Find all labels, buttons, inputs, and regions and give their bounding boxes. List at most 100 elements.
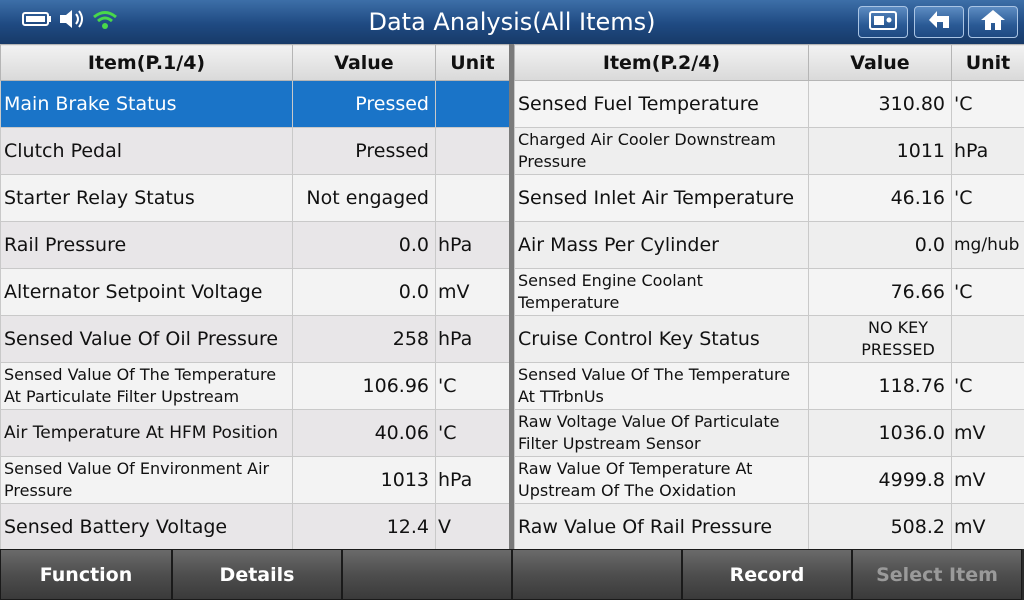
item-value: 40.06 (292, 409, 436, 457)
table-row[interactable]: Charged Air Cooler Downstream Pressure 1… (514, 127, 1024, 175)
table-row[interactable]: Sensed Value Of Oil Pressure 258 hPa (0, 315, 510, 363)
item-value: 0.0 (292, 221, 436, 269)
table-row[interactable]: Air Temperature At HFM Position 40.06 'C (0, 409, 510, 457)
item-unit: 'C (435, 409, 510, 457)
item-unit: mV (951, 456, 1024, 504)
item-unit: 'C (951, 362, 1024, 410)
item-unit (435, 127, 510, 175)
item-value: 508.2 (808, 503, 952, 551)
item-unit: mV (951, 503, 1024, 551)
item-name: Raw Value Of Temperature At Upstream Of … (514, 456, 809, 504)
item-name: Sensed Value Of The Temperature At Parti… (0, 362, 293, 410)
item-value: Pressed (292, 127, 436, 175)
item-name: Raw Value Of Rail Pressure (514, 503, 809, 551)
item-name: Sensed Engine Coolant Temperature (514, 268, 809, 316)
screenshot-button[interactable] (858, 6, 908, 38)
item-name: Sensed Battery Voltage (0, 503, 293, 551)
column-header-unit: Unit (951, 44, 1024, 81)
table-row[interactable]: Clutch Pedal Pressed (0, 127, 510, 175)
item-name: Sensed Value Of Environment Air Pressure (0, 456, 293, 504)
item-unit: V (435, 503, 510, 551)
column-header-item: Item(P.1/4) (0, 44, 293, 81)
status-icons (22, 9, 118, 33)
item-unit: mV (951, 409, 1024, 457)
table-row[interactable]: Sensed Fuel Temperature 310.80 'C (514, 80, 1024, 128)
wifi-icon (92, 8, 118, 34)
right-data-table: Item(P.2/4) Value Unit Sensed Fuel Tempe… (514, 44, 1024, 551)
left-data-table: Item(P.1/4) Value Unit Main Brake Status… (0, 44, 510, 551)
home-icon (979, 8, 1007, 36)
table-header-row: Item(P.2/4) Value Unit (514, 44, 1024, 81)
empty-button-1[interactable] (342, 549, 512, 600)
item-name: Sensed Value Of The Temperature At TTrbn… (514, 362, 809, 410)
item-name: Sensed Value Of Oil Pressure (0, 315, 293, 363)
table-row[interactable]: Main Brake Status Pressed (0, 80, 510, 128)
back-icon (925, 8, 953, 36)
item-name: Raw Voltage Value Of Particulate Filter … (514, 409, 809, 457)
item-unit (951, 315, 1024, 363)
item-unit: mg/hub (951, 221, 1024, 269)
table-row[interactable]: Rail Pressure 0.0 hPa (0, 221, 510, 269)
table-row[interactable]: Sensed Inlet Air Temperature 46.16 'C (514, 174, 1024, 222)
item-value: 0.0 (292, 268, 436, 316)
item-name: Starter Relay Status (0, 174, 293, 222)
screenshot-icon (868, 9, 898, 35)
item-unit: mV (435, 268, 510, 316)
table-row[interactable]: Air Mass Per Cylinder 0.0 mg/hub (514, 221, 1024, 269)
table-row[interactable]: Sensed Value Of Environment Air Pressure… (0, 456, 510, 504)
item-value: 4999.8 (808, 456, 952, 504)
table-row[interactable]: Sensed Value Of The Temperature At TTrbn… (514, 362, 1024, 410)
table-row[interactable]: Alternator Setpoint Voltage 0.0 mV (0, 268, 510, 316)
bottom-toolbar: Function Details Record Select Item (0, 549, 1024, 600)
item-name: Charged Air Cooler Downstream Pressure (514, 127, 809, 175)
column-header-item: Item(P.2/4) (514, 44, 809, 81)
item-unit: 'C (951, 174, 1024, 222)
right-data-panel: Item(P.2/4) Value Unit Sensed Fuel Tempe… (514, 44, 1024, 551)
item-value: 310.80 (808, 80, 952, 128)
table-row[interactable]: Cruise Control Key Status NO KEY PRESSED (514, 315, 1024, 363)
details-button[interactable]: Details (172, 549, 342, 600)
record-button[interactable]: Record (682, 549, 852, 600)
table-row[interactable]: Raw Value Of Rail Pressure 508.2 mV (514, 503, 1024, 551)
item-unit (435, 174, 510, 222)
item-value: 0.0 (808, 221, 952, 269)
empty-button-2[interactable] (512, 549, 682, 600)
item-unit: hPa (435, 315, 510, 363)
item-value: 12.4 (292, 503, 436, 551)
item-name: Air Mass Per Cylinder (514, 221, 809, 269)
column-header-value: Value (292, 44, 436, 81)
function-button[interactable]: Function (0, 549, 172, 600)
item-value: 118.76 (808, 362, 952, 410)
item-value: NO KEY PRESSED (808, 315, 952, 363)
item-value: 1036.0 (808, 409, 952, 457)
item-name: Sensed Fuel Temperature (514, 80, 809, 128)
select-item-button[interactable]: Select Item (852, 549, 1022, 600)
table-row[interactable]: Sensed Value Of The Temperature At Parti… (0, 362, 510, 410)
item-value: 46.16 (808, 174, 952, 222)
item-name: Clutch Pedal (0, 127, 293, 175)
table-row[interactable]: Raw Value Of Temperature At Upstream Of … (514, 456, 1024, 504)
panel-divider (509, 44, 514, 549)
table-row[interactable]: Sensed Battery Voltage 12.4 V (0, 503, 510, 551)
item-unit: 'C (435, 362, 510, 410)
item-value: Not engaged (292, 174, 436, 222)
table-row[interactable]: Raw Voltage Value Of Particulate Filter … (514, 409, 1024, 457)
item-name: Rail Pressure (0, 221, 293, 269)
table-header-row: Item(P.1/4) Value Unit (0, 44, 510, 81)
battery-icon (22, 11, 52, 31)
column-header-value: Value (808, 44, 952, 81)
item-value: 1011 (808, 127, 952, 175)
back-button[interactable] (914, 6, 964, 38)
item-name: Alternator Setpoint Voltage (0, 268, 293, 316)
item-value: 106.96 (292, 362, 436, 410)
item-value: Pressed (292, 80, 436, 128)
title-bar: Data Analysis(All Items) (0, 0, 1024, 45)
table-row[interactable]: Starter Relay Status Not engaged (0, 174, 510, 222)
page-title: Data Analysis(All Items) (368, 8, 656, 36)
column-header-unit: Unit (435, 44, 510, 81)
item-unit (435, 80, 510, 128)
item-unit: hPa (435, 221, 510, 269)
table-row[interactable]: Sensed Engine Coolant Temperature 76.66 … (514, 268, 1024, 316)
home-button[interactable] (968, 6, 1018, 38)
left-data-panel: Item(P.1/4) Value Unit Main Brake Status… (0, 44, 510, 551)
